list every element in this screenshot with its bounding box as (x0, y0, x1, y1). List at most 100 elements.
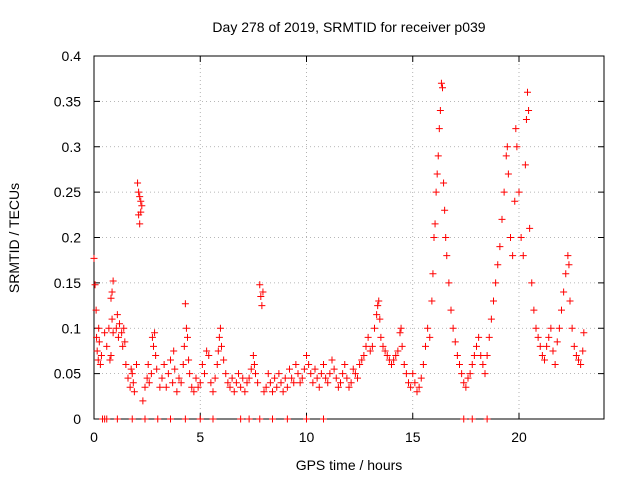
data-point (93, 347, 101, 355)
data-point (565, 261, 573, 269)
data-point (402, 370, 410, 378)
data-point (296, 379, 304, 387)
data-point (135, 188, 143, 196)
y-tick-label: 0.25 (54, 184, 81, 200)
data-point (141, 415, 149, 423)
data-point (317, 370, 325, 378)
data-point (133, 361, 140, 369)
data-point (180, 342, 188, 350)
data-point (341, 361, 349, 369)
data-point (136, 220, 144, 228)
data-point (220, 356, 228, 364)
data-point (171, 365, 179, 373)
data-point (156, 383, 164, 391)
data-point (205, 351, 213, 359)
data-point (122, 361, 130, 369)
data-point (320, 361, 327, 369)
data-point (512, 125, 520, 133)
data-point (411, 379, 419, 387)
data-point (443, 252, 451, 260)
data-point (139, 397, 147, 405)
data-point (458, 370, 466, 378)
data-point (368, 342, 376, 350)
data-point (107, 351, 115, 359)
data-point (216, 324, 224, 332)
data-point (128, 415, 136, 423)
data-point (179, 361, 187, 369)
data-point (309, 379, 317, 387)
data-point (124, 374, 132, 382)
data-point (218, 342, 225, 350)
x-tick-label: 5 (196, 429, 204, 445)
data-point (339, 370, 347, 378)
data-point (566, 297, 574, 305)
data-point (337, 379, 344, 387)
data-point (538, 351, 546, 359)
data-point (562, 270, 570, 278)
y-tick-label: 0.2 (62, 230, 82, 246)
data-point (141, 383, 149, 391)
data-point (269, 415, 276, 423)
data-point (113, 311, 121, 319)
data-point (273, 383, 281, 391)
data-point (128, 370, 136, 378)
y-tick-label: 0.05 (54, 366, 81, 382)
data-point (568, 324, 576, 332)
data-point (148, 333, 156, 341)
data-point (105, 324, 113, 332)
data-point (436, 106, 444, 114)
y-tick-label: 0.35 (54, 93, 81, 109)
data-point (207, 379, 215, 387)
data-point (422, 342, 429, 350)
data-point (143, 374, 151, 382)
data-point (509, 252, 517, 260)
data-point (483, 415, 491, 423)
data-point (121, 338, 129, 346)
data-point (275, 370, 283, 378)
data-point (108, 315, 116, 323)
data-point (511, 197, 519, 205)
data-point (279, 388, 287, 396)
data-point (462, 383, 470, 391)
data-point (250, 361, 258, 369)
data-point (413, 388, 421, 396)
y-tick-label: 0.3 (62, 139, 82, 155)
data-point (167, 415, 174, 423)
data-point (521, 161, 529, 169)
data-point (91, 281, 99, 289)
data-point (169, 379, 177, 387)
data-point (496, 243, 504, 251)
data-point (118, 329, 126, 337)
x-axis-ticks: 0 5 10 15 20 (90, 56, 527, 445)
data-point (232, 379, 240, 387)
data-point (580, 329, 588, 337)
data-point (214, 347, 222, 355)
data-point (343, 374, 351, 382)
data-point (235, 370, 242, 378)
data-point (177, 379, 185, 387)
x-tick-label: 10 (299, 429, 315, 445)
y-axis-ticks: 0 0.05 0.1 0.15 0.2 0.25 0.3 0.35 0.4 (54, 48, 604, 427)
data-point (377, 333, 385, 341)
data-point (498, 215, 506, 223)
data-point (381, 347, 389, 355)
data-point (256, 281, 264, 289)
data-point (281, 374, 289, 382)
data-point (415, 383, 423, 391)
data-point (332, 374, 340, 382)
data-point (328, 356, 336, 364)
data-point (213, 361, 221, 369)
data-point (243, 379, 251, 387)
data-point (543, 342, 551, 350)
data-point (116, 320, 123, 328)
data-point (322, 374, 330, 382)
data-point (266, 379, 274, 387)
data-point (108, 288, 116, 296)
data-point (392, 351, 400, 359)
data-point (530, 306, 538, 314)
data-point (109, 329, 117, 337)
data-point (456, 361, 463, 369)
data-point (442, 234, 450, 241)
data-point (283, 383, 291, 391)
data-point (579, 347, 587, 355)
